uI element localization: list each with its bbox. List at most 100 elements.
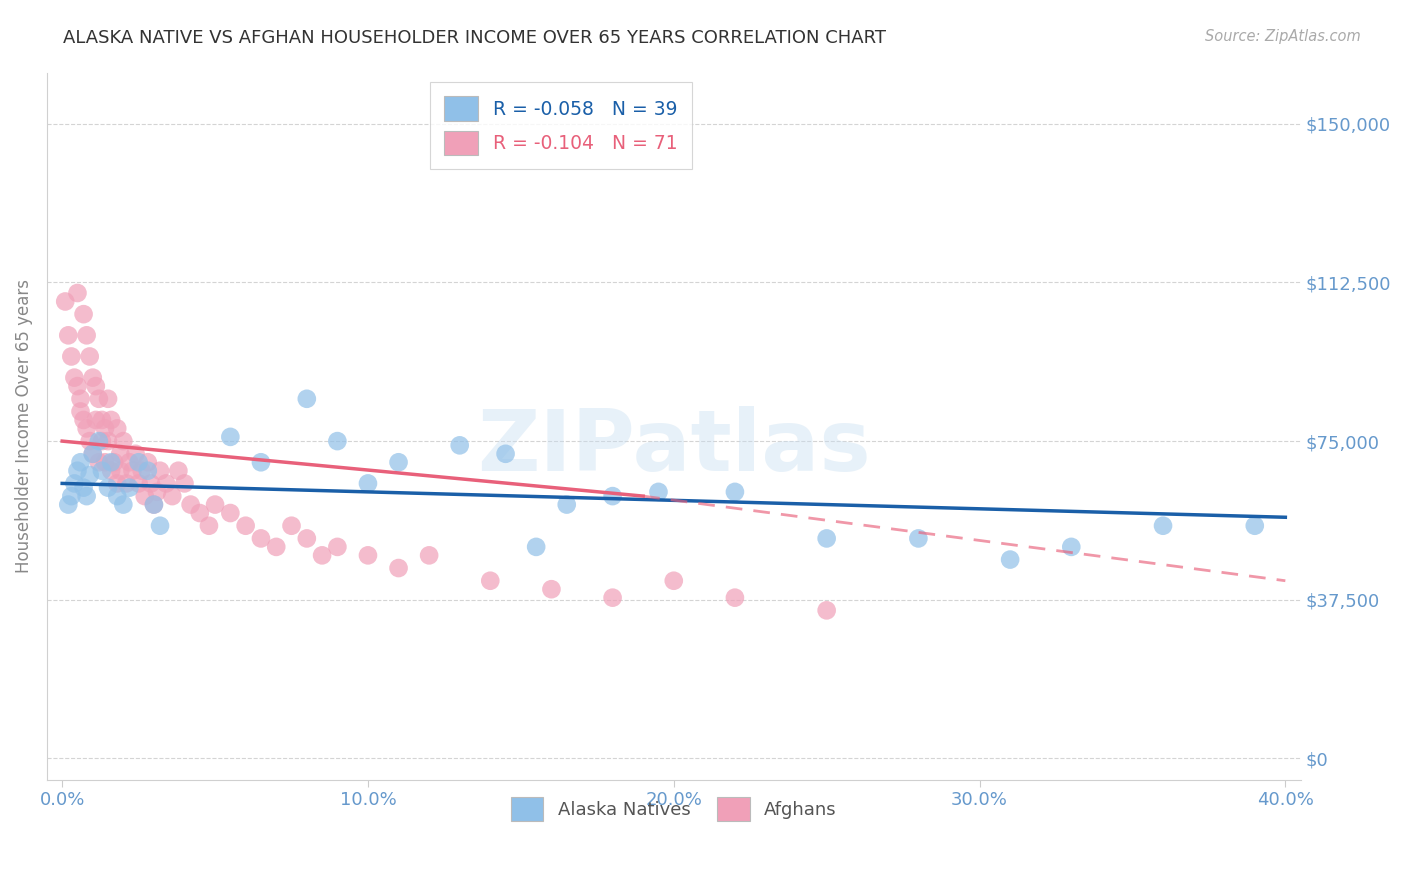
Point xyxy=(357,549,380,563)
Point xyxy=(66,379,89,393)
Point xyxy=(60,489,83,503)
Point xyxy=(112,498,135,512)
Point xyxy=(82,447,104,461)
Legend: Alaska Natives, Afghans: Alaska Natives, Afghans xyxy=(498,784,851,834)
Point xyxy=(1243,518,1265,533)
Point xyxy=(724,591,747,605)
Point xyxy=(72,413,94,427)
Point xyxy=(139,476,162,491)
Point xyxy=(479,574,502,588)
Point xyxy=(87,455,110,469)
Point xyxy=(149,464,172,478)
Point xyxy=(69,404,91,418)
Point xyxy=(118,455,141,469)
Point xyxy=(142,498,165,512)
Point xyxy=(63,476,86,491)
Point xyxy=(115,476,138,491)
Point xyxy=(82,370,104,384)
Point xyxy=(280,518,302,533)
Point xyxy=(110,464,132,478)
Point xyxy=(87,392,110,406)
Point xyxy=(387,561,409,575)
Point xyxy=(79,434,101,449)
Point xyxy=(58,328,80,343)
Point xyxy=(647,484,669,499)
Point xyxy=(173,476,195,491)
Point xyxy=(118,481,141,495)
Point xyxy=(142,498,165,512)
Point xyxy=(94,455,117,469)
Point xyxy=(110,447,132,461)
Point xyxy=(907,532,929,546)
Point xyxy=(105,476,128,491)
Point xyxy=(387,455,409,469)
Y-axis label: Householder Income Over 65 years: Householder Income Over 65 years xyxy=(15,279,32,574)
Point xyxy=(112,434,135,449)
Point xyxy=(76,489,98,503)
Point xyxy=(97,392,120,406)
Point xyxy=(72,481,94,495)
Point xyxy=(60,350,83,364)
Point xyxy=(97,434,120,449)
Point xyxy=(87,434,110,449)
Point xyxy=(326,540,349,554)
Text: Source: ZipAtlas.com: Source: ZipAtlas.com xyxy=(1205,29,1361,44)
Point xyxy=(76,328,98,343)
Point xyxy=(418,549,440,563)
Point xyxy=(94,421,117,435)
Point xyxy=(204,498,226,512)
Point xyxy=(103,455,125,469)
Point xyxy=(124,447,146,461)
Point xyxy=(602,591,624,605)
Point xyxy=(235,518,257,533)
Point xyxy=(815,603,838,617)
Point xyxy=(357,476,380,491)
Point xyxy=(69,455,91,469)
Point xyxy=(72,307,94,321)
Point xyxy=(136,455,159,469)
Text: ZIPatlas: ZIPatlas xyxy=(477,406,870,489)
Point xyxy=(76,421,98,435)
Point xyxy=(53,294,76,309)
Point xyxy=(66,285,89,300)
Point xyxy=(100,464,122,478)
Point xyxy=(63,370,86,384)
Point xyxy=(79,350,101,364)
Point xyxy=(128,455,150,469)
Point xyxy=(90,413,112,427)
Point xyxy=(100,455,122,469)
Point xyxy=(198,518,221,533)
Point xyxy=(724,484,747,499)
Point xyxy=(815,532,838,546)
Point xyxy=(180,498,202,512)
Point xyxy=(326,434,349,449)
Point xyxy=(1152,518,1174,533)
Point xyxy=(146,484,169,499)
Point xyxy=(524,540,547,554)
Point xyxy=(295,392,318,406)
Point xyxy=(79,467,101,482)
Point xyxy=(495,447,517,461)
Point xyxy=(136,464,159,478)
Point xyxy=(555,498,578,512)
Point xyxy=(90,464,112,478)
Point xyxy=(90,434,112,449)
Point xyxy=(311,549,333,563)
Point xyxy=(69,392,91,406)
Point xyxy=(188,506,211,520)
Point xyxy=(66,464,89,478)
Point xyxy=(58,498,80,512)
Point xyxy=(264,540,287,554)
Point xyxy=(84,379,107,393)
Point xyxy=(121,464,143,478)
Point xyxy=(219,430,242,444)
Point xyxy=(105,489,128,503)
Point xyxy=(84,413,107,427)
Point xyxy=(97,481,120,495)
Point xyxy=(128,476,150,491)
Point xyxy=(250,532,273,546)
Point xyxy=(134,489,156,503)
Point xyxy=(167,464,190,478)
Text: ALASKA NATIVE VS AFGHAN HOUSEHOLDER INCOME OVER 65 YEARS CORRELATION CHART: ALASKA NATIVE VS AFGHAN HOUSEHOLDER INCO… xyxy=(63,29,886,46)
Point xyxy=(998,552,1021,566)
